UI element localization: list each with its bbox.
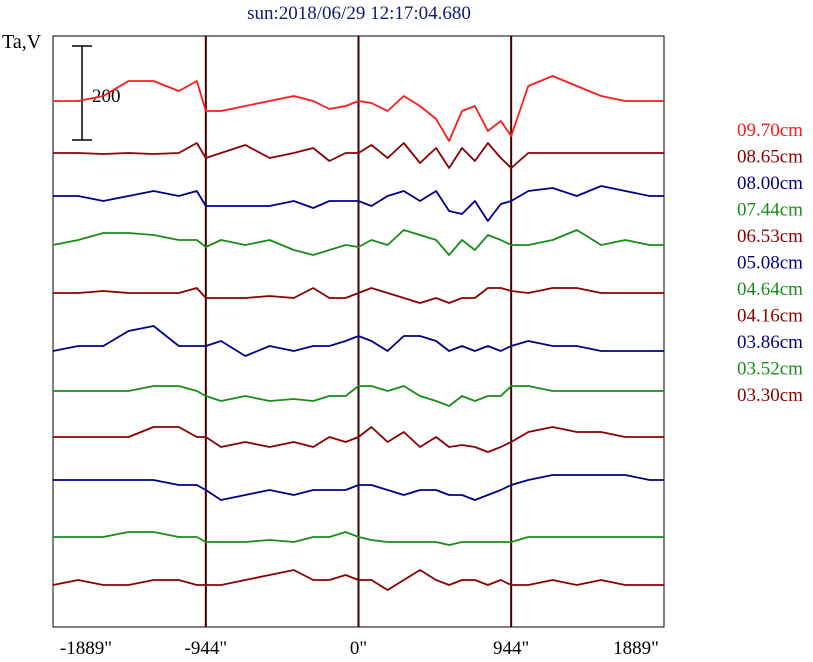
x-tick-label: -944" [185,638,228,659]
legend-entry: 04.64cm [737,279,803,300]
series-line-07.44cm [52,229,664,256]
series-line-03.30cm [52,569,664,591]
series-line-04.64cm [53,385,664,407]
legend-entry: 06.53cm [737,226,803,247]
legend-entry: 08.65cm [737,147,803,168]
series-line-09.70cm [53,75,664,142]
series-line-08.65cm [53,142,664,169]
legend-entry: 07.44cm [737,200,803,221]
scale-bar: 200 [72,45,121,141]
legend-entry: 05.08cm [737,253,803,274]
scale-bar-label: 200 [92,86,121,107]
x-tick-label: -1889" [60,638,112,659]
x-tick-label: 944" [493,638,529,659]
series-line-08.00cm [53,185,664,222]
legend-entry: 04.16cm [737,306,803,327]
series-line-03.86cm [53,474,664,501]
vertical-reference-lines [204,36,513,627]
legend-entry: 09.70cm [737,120,803,141]
legend: 09.70cm 08.65cm 08.00cm 07.44cm 06.53cm 05.08… [737,120,803,406]
series-line-05.08cm [52,325,664,357]
x-tick-label: 1889" [613,638,659,659]
legend-entry: 03.30cm [737,385,803,406]
legend-entry: 03.86cm [737,332,803,353]
legend-entry: 03.52cm [737,359,803,380]
x-tick-labels: -1889" -944" 0" 944" 1889" [60,638,659,659]
chart-title: sun:2018/06/29 12:17:04.680 [247,3,471,24]
series-line-03.52cm [53,531,664,546]
series-line-04.16cm [53,426,664,453]
series-line-06.53cm [53,287,664,304]
legend-entry: 08.00cm [737,173,803,194]
y-axis-label: Ta,V [2,31,42,53]
series-layer [52,75,664,591]
x-tick-label: 0" [350,638,367,659]
